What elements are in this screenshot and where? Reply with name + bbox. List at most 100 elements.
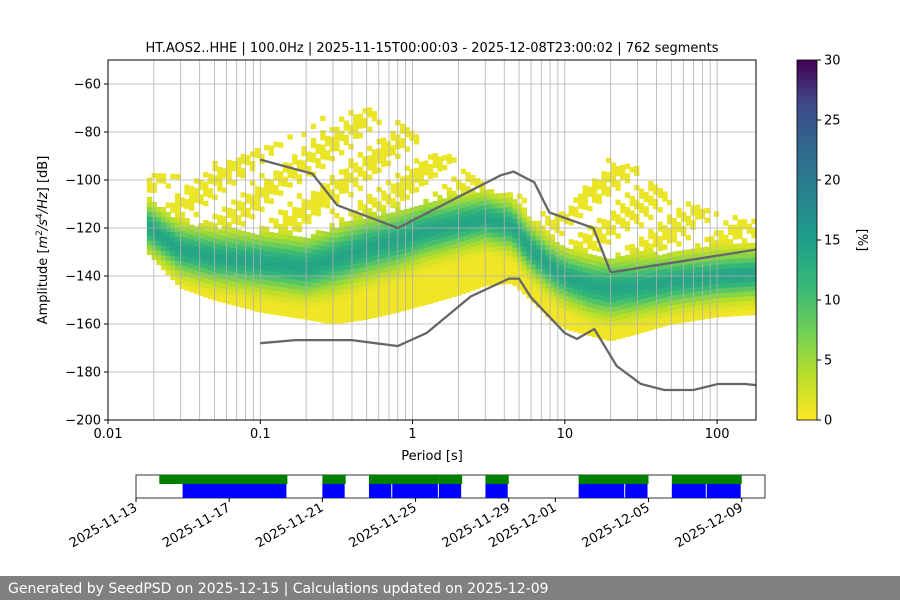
pdf-cell bbox=[315, 311, 321, 318]
pdf-cell bbox=[484, 213, 490, 219]
pdf-cell bbox=[577, 241, 584, 248]
pdf-cell bbox=[343, 139, 349, 146]
pdf-cell bbox=[231, 237, 237, 244]
pdf-cell bbox=[381, 248, 387, 254]
pdf-cell bbox=[620, 299, 626, 305]
pdf-cell bbox=[582, 291, 588, 297]
pdf-cell bbox=[741, 276, 748, 283]
pdf-cell bbox=[324, 250, 331, 257]
pdf-cell bbox=[193, 226, 200, 232]
pdf-cell bbox=[442, 270, 448, 276]
pdf-cell bbox=[723, 287, 729, 293]
pdf-cell bbox=[474, 245, 481, 251]
pdf-cell bbox=[601, 329, 607, 335]
pdf-cell bbox=[385, 141, 392, 147]
pdf-cell bbox=[517, 212, 523, 219]
pdf-cell bbox=[638, 294, 645, 300]
pdf-cell bbox=[315, 316, 321, 322]
pdf-cell bbox=[666, 252, 673, 258]
pdf-cell bbox=[315, 191, 321, 198]
pdf-cell bbox=[362, 223, 368, 229]
pdf-cell bbox=[231, 290, 237, 296]
pdf-cell bbox=[390, 217, 396, 223]
pdf-cell bbox=[479, 238, 485, 245]
pdf-cell bbox=[301, 208, 307, 214]
pdf-cell bbox=[517, 260, 523, 267]
pdf-cell bbox=[488, 213, 495, 219]
pdf-cell bbox=[554, 275, 560, 282]
pdf-cell bbox=[292, 250, 298, 256]
pdf-cell bbox=[446, 293, 453, 299]
pdf-cell bbox=[249, 300, 256, 306]
pdf-cell bbox=[507, 273, 513, 280]
pdf-cell bbox=[240, 153, 246, 160]
pdf-cell bbox=[545, 268, 551, 274]
pdf-cell bbox=[259, 297, 265, 304]
pdf-cell bbox=[367, 260, 373, 267]
pdf-cell bbox=[479, 219, 485, 225]
pdf-cell bbox=[324, 154, 331, 161]
pdf-cell bbox=[643, 206, 649, 212]
pdf-cell bbox=[474, 178, 481, 184]
pdf-cell bbox=[624, 331, 631, 337]
pdf-cell bbox=[592, 322, 598, 328]
pdf-cell bbox=[671, 304, 677, 310]
pdf-cell bbox=[512, 251, 518, 258]
pdf-cell bbox=[226, 270, 232, 276]
pdf-cell bbox=[732, 267, 738, 274]
pdf-cell bbox=[329, 155, 335, 162]
pdf-cell bbox=[399, 181, 406, 187]
pdf-cell bbox=[320, 130, 326, 136]
pdf-cell bbox=[240, 259, 246, 265]
pdf-cell bbox=[652, 203, 659, 210]
pdf-cell bbox=[629, 282, 635, 288]
pdf-cell bbox=[329, 266, 335, 272]
pdf-cell bbox=[652, 285, 659, 291]
pdf-cell bbox=[146, 187, 153, 193]
pdf-cell bbox=[671, 217, 677, 224]
pdf-cell bbox=[638, 327, 645, 334]
pdf-cell bbox=[338, 246, 345, 252]
pdf-cell bbox=[629, 291, 635, 298]
pdf-cell bbox=[460, 221, 467, 227]
pdf-cell bbox=[179, 226, 185, 232]
pdf-cell bbox=[254, 296, 260, 303]
pdf-cell bbox=[259, 206, 265, 213]
pdf-cell bbox=[203, 181, 209, 187]
pdf-cell bbox=[648, 243, 654, 249]
pdf-cell bbox=[432, 253, 438, 260]
pdf-cell bbox=[404, 285, 410, 291]
pdf-cell bbox=[549, 267, 556, 274]
pdf-cell bbox=[601, 262, 607, 268]
pdf-cell bbox=[399, 234, 406, 240]
pdf-cell bbox=[563, 324, 570, 330]
pdf-cell bbox=[582, 276, 588, 283]
pdf-cell bbox=[353, 133, 359, 140]
pdf-cell bbox=[343, 283, 349, 290]
pdf-cell bbox=[704, 299, 710, 305]
pdf-cell bbox=[278, 271, 284, 278]
pdf-cell bbox=[353, 176, 359, 183]
pdf-cell bbox=[413, 259, 420, 265]
pdf-cell bbox=[348, 220, 354, 227]
pdf-cell bbox=[474, 221, 481, 227]
pdf-cell bbox=[217, 171, 223, 178]
pdf-cell bbox=[278, 310, 284, 316]
pdf-cell bbox=[737, 291, 743, 297]
pdf-cell bbox=[179, 245, 185, 251]
pdf-cell bbox=[320, 192, 326, 198]
pdf-cell bbox=[652, 275, 659, 282]
pdf-cell bbox=[160, 226, 167, 232]
timeline-tick-label: 2025-11-25 bbox=[347, 500, 420, 551]
pdf-cell bbox=[203, 200, 209, 207]
pdf-cell bbox=[174, 241, 181, 247]
pdf-cell bbox=[207, 284, 214, 290]
pdf-cell bbox=[413, 187, 420, 193]
pdf-cell bbox=[526, 283, 532, 289]
pdf-cell bbox=[282, 282, 289, 288]
pdf-cell bbox=[624, 293, 631, 299]
colorbar-tick-label: 0 bbox=[824, 414, 832, 429]
timeline-blue-segment bbox=[578, 484, 625, 498]
pdf-cell bbox=[428, 216, 434, 223]
pdf-cell bbox=[648, 301, 654, 307]
